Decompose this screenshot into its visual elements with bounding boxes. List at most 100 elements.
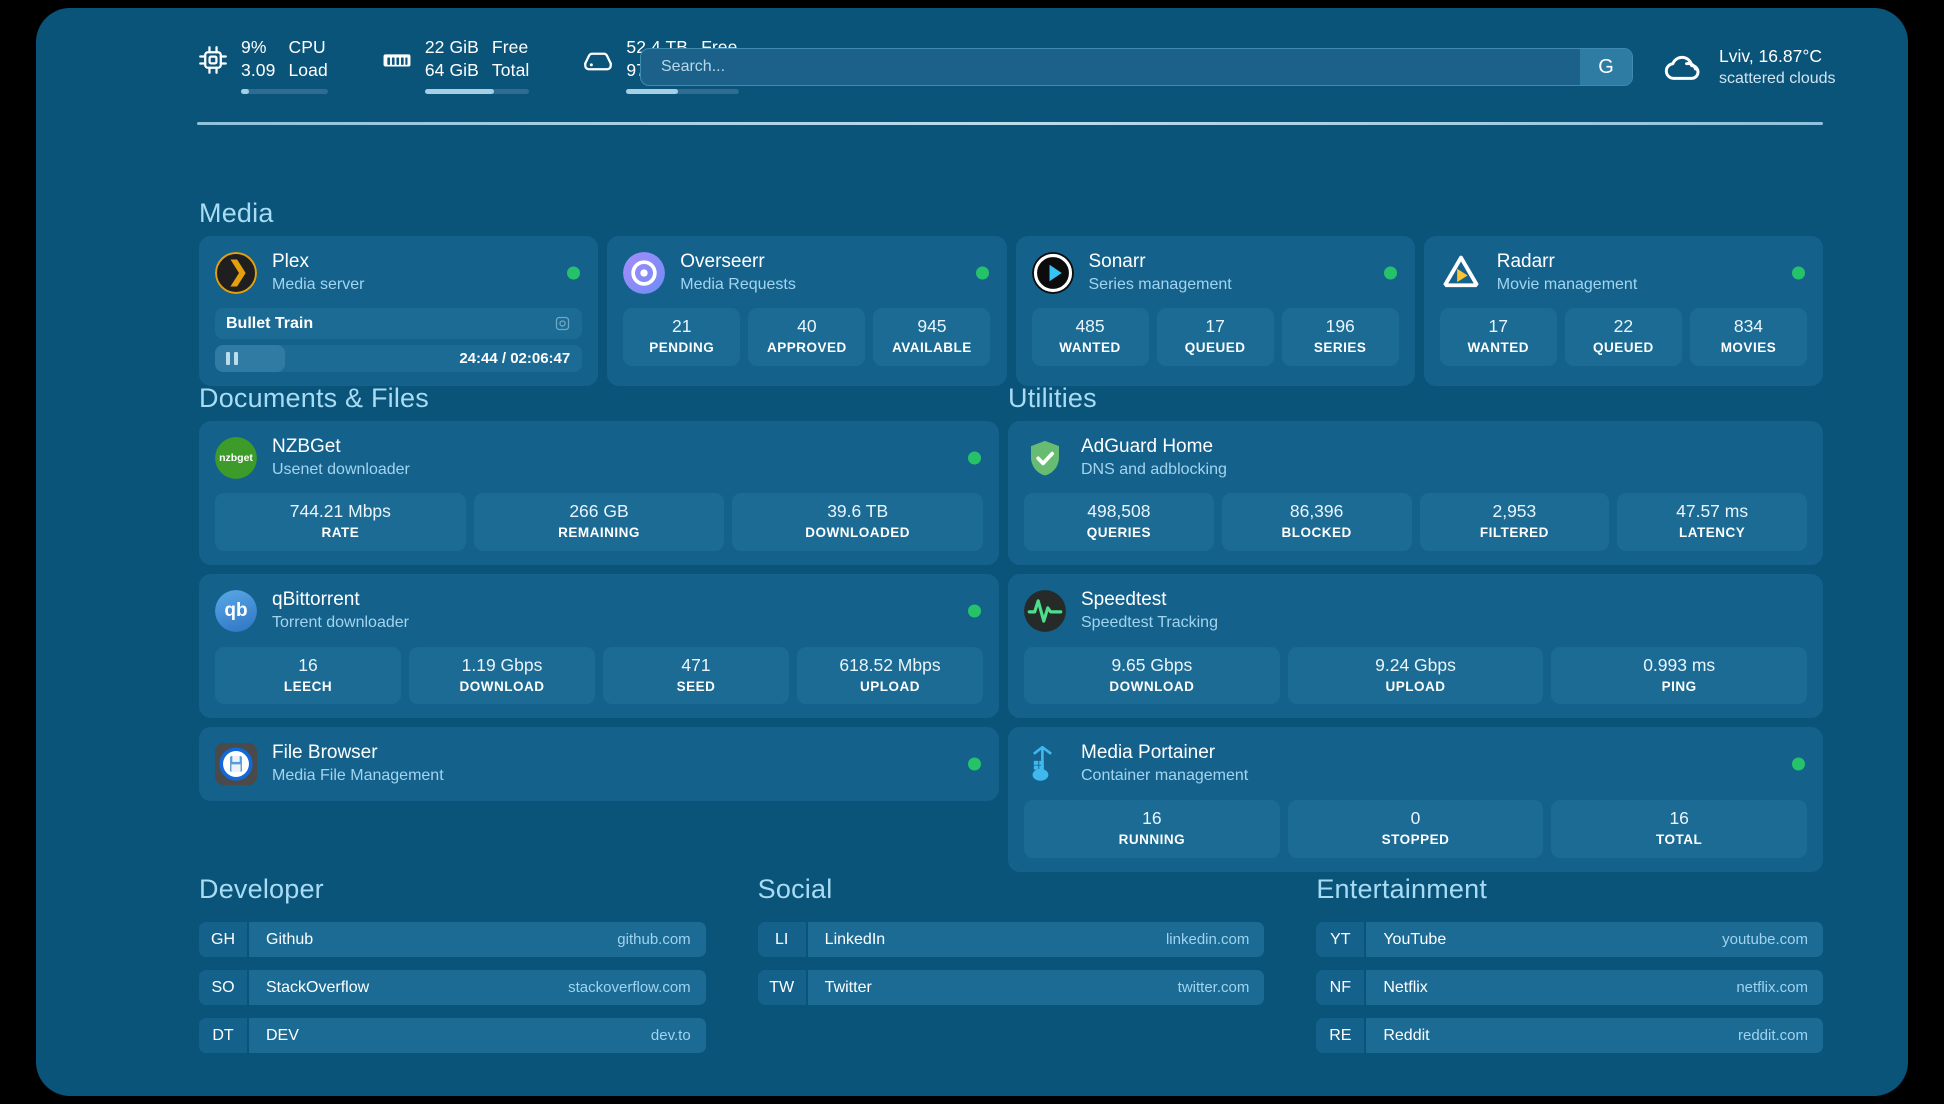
service-name: File Browser bbox=[272, 742, 378, 764]
stat-value: 945 bbox=[917, 316, 947, 337]
bookmark-url: reddit.com bbox=[1737, 1027, 1809, 1044]
stat-tile: 945 AVAILABLE bbox=[873, 308, 991, 367]
stat-label: QUERIES bbox=[1086, 525, 1151, 541]
service-card[interactable]: Plex Media server Bullet Train 24:44 / 02:0… bbox=[199, 236, 599, 387]
search-bar[interactable]: G bbox=[640, 48, 1633, 86]
service-card[interactable]: qb qBittorrent Torrent downloader 16 LEECH 1.… bbox=[199, 574, 999, 719]
now-playing: Bullet Train 24:44 / 02:06:47 bbox=[215, 308, 583, 373]
stat-label: DOWNLOADED bbox=[805, 525, 911, 541]
service-card-header: qb qBittorrent Torrent downloader bbox=[215, 588, 983, 633]
service-description: Series management bbox=[1088, 275, 1232, 293]
service-card[interactable]: Radarr Movie management 17 WANTED 22 QUEUED 83… bbox=[1423, 236, 1823, 387]
bookmark-url: github.com bbox=[617, 931, 691, 948]
stat-tile: 39.6 TB DOWNLOADED bbox=[732, 493, 984, 552]
search-provider-button[interactable]: G bbox=[1580, 49, 1632, 85]
filebrowser-icon bbox=[215, 743, 257, 786]
weather-condition: scattered clouds bbox=[1719, 70, 1836, 88]
stat-value: 40 bbox=[797, 316, 817, 337]
service-stats: 744.21 Mbps RATE 266 GB REMAINING 39.6 TB DOW… bbox=[215, 493, 984, 552]
bookmarks-area: Developer GH Github github.com SO StackOverfl… bbox=[199, 874, 1824, 1066]
bookmark-group: Social LI LinkedIn linkedin.com TW Twitter twi… bbox=[757, 874, 1265, 1066]
system-stat-value-bottom: 3.09 bbox=[241, 60, 276, 81]
service-card-titles: Speedtest Speedtest Tracking bbox=[1081, 588, 1218, 633]
pause-icon[interactable] bbox=[226, 352, 238, 366]
stat-value: 47.57 ms bbox=[1676, 501, 1749, 522]
bookmark-item[interactable]: TW Twitter twitter.com bbox=[757, 970, 1265, 1005]
stat-tile: 485 WANTED bbox=[1031, 308, 1149, 367]
stat-value: 0 bbox=[1410, 807, 1421, 828]
service-card[interactable]: Sonarr Series management 485 WANTED 17 QUEUED… bbox=[1015, 236, 1415, 387]
bookmark-item[interactable]: GH Github github.com bbox=[199, 922, 706, 957]
bookmark-item[interactable]: LI LinkedIn linkedin.com bbox=[757, 922, 1265, 957]
status-badge bbox=[968, 757, 981, 771]
stat-tile: 744.21 Mbps RATE bbox=[215, 493, 466, 552]
documents-card-column: nzbget NZBGet Usenet downloader 744.21 Mbps… bbox=[199, 421, 999, 801]
system-stat-value-bottom: 64 GiB bbox=[424, 60, 479, 81]
service-card[interactable]: AdGuard Home DNS and adblocking 498,508 QUE… bbox=[1008, 421, 1823, 566]
stat-value: 471 bbox=[681, 654, 711, 675]
stat-tile: 1.19 Gbps DOWNLOAD bbox=[409, 646, 595, 705]
stat-label: RUNNING bbox=[1118, 831, 1186, 847]
stat-tile: 2,953 FILTERED bbox=[1419, 493, 1610, 552]
service-card[interactable]: Speedtest Speedtest Tracking 9.65 Gbps DOWN… bbox=[1008, 574, 1823, 719]
system-stat-readout: 9% 3.09 CPU Load bbox=[241, 36, 328, 95]
service-card[interactable]: Overseerr Media Requests 21 PENDING 40 APPROV… bbox=[607, 236, 1007, 387]
service-card[interactable]: File Browser Media File Management bbox=[199, 727, 999, 801]
stat-value: 834 bbox=[1733, 316, 1764, 337]
stat-label: STOPPED bbox=[1381, 831, 1450, 847]
service-stats: 485 WANTED 17 QUEUED 196 SERIES bbox=[1031, 308, 1399, 367]
search-input[interactable] bbox=[641, 49, 1580, 85]
bookmark-body: Github github.com bbox=[249, 922, 706, 957]
qbittorrent-icon: qb bbox=[215, 589, 257, 632]
stat-value: 17 bbox=[1205, 316, 1225, 337]
bookmark-item[interactable]: NF Netflix netflix.com bbox=[1316, 970, 1824, 1005]
header-divider bbox=[197, 122, 1823, 125]
service-description: Media Requests bbox=[680, 275, 796, 293]
service-card-titles: Plex Media server bbox=[272, 250, 364, 295]
service-card-header: File Browser Media File Management bbox=[215, 741, 983, 786]
bookmark-name: DEV bbox=[266, 1026, 299, 1044]
service-description: Media File Management bbox=[272, 767, 444, 785]
service-description: DNS and adblocking bbox=[1081, 460, 1227, 478]
system-stat-memory: 22 GiB 64 GiB Free Total bbox=[380, 36, 530, 95]
bookmark-item[interactable]: DT DEV dev.to bbox=[199, 1018, 706, 1053]
stat-tile: 86,396 BLOCKED bbox=[1221, 493, 1412, 552]
stat-value: 39.6 TB bbox=[827, 501, 889, 522]
stat-value: 9.65 Gbps bbox=[1111, 654, 1193, 675]
bookmark-item[interactable]: YT YouTube youtube.com bbox=[1316, 922, 1824, 957]
service-name: Overseerr bbox=[680, 251, 765, 272]
bookmark-item[interactable]: SO StackOverflow stackoverflow.com bbox=[199, 970, 706, 1005]
service-card[interactable]: nzbget NZBGet Usenet downloader 744.21 Mbps… bbox=[199, 421, 999, 566]
stat-label: DOWNLOAD bbox=[459, 678, 545, 694]
stat-tile: 9.65 Gbps DOWNLOAD bbox=[1024, 646, 1280, 705]
stat-tile: 22 QUEUED bbox=[1564, 308, 1682, 367]
stat-label: TOTAL bbox=[1656, 831, 1703, 847]
bookmark-url: netflix.com bbox=[1736, 979, 1809, 996]
stat-label: LATENCY bbox=[1679, 525, 1746, 541]
playback-progress-bar[interactable]: 24:44 / 02:06:47 bbox=[215, 345, 583, 373]
utilities-card-column: AdGuard Home DNS and adblocking 498,508 QUE… bbox=[1008, 421, 1823, 872]
now-playing-title: Bullet Train bbox=[226, 314, 314, 332]
service-description: Torrent downloader bbox=[272, 613, 409, 631]
bookmark-group: Entertainment YT YouTube youtube.com NF Netfl… bbox=[1316, 874, 1824, 1066]
radarr-icon bbox=[1440, 252, 1482, 294]
service-card-header: Sonarr Series management bbox=[1031, 250, 1399, 295]
stat-label: QUEUED bbox=[1184, 340, 1246, 356]
service-card-titles: Overseerr Media Requests bbox=[680, 250, 796, 295]
service-card-header: nzbget NZBGet Usenet downloader bbox=[215, 435, 983, 480]
bookmark-body: StackOverflow stackoverflow.com bbox=[249, 970, 706, 1005]
portainer-icon bbox=[1024, 743, 1066, 785]
bookmark-name: Github bbox=[266, 930, 314, 948]
sonarr-icon bbox=[1031, 251, 1074, 294]
stat-tile: 16 TOTAL bbox=[1551, 799, 1808, 858]
stat-value: 266 GB bbox=[569, 501, 629, 522]
service-card-titles: qBittorrent Torrent downloader bbox=[272, 588, 409, 633]
stat-value: 17 bbox=[1488, 316, 1509, 337]
gear-icon[interactable] bbox=[554, 315, 571, 332]
service-card[interactable]: Media Portainer Container management 16 RUN… bbox=[1008, 727, 1823, 872]
stat-label: REMAINING bbox=[558, 525, 640, 541]
bookmark-item[interactable]: RE Reddit reddit.com bbox=[1316, 1018, 1824, 1053]
service-card-titles: File Browser Media File Management bbox=[272, 741, 444, 786]
bookmark-abbreviation: NF bbox=[1316, 970, 1365, 1005]
status-badge bbox=[968, 451, 981, 465]
